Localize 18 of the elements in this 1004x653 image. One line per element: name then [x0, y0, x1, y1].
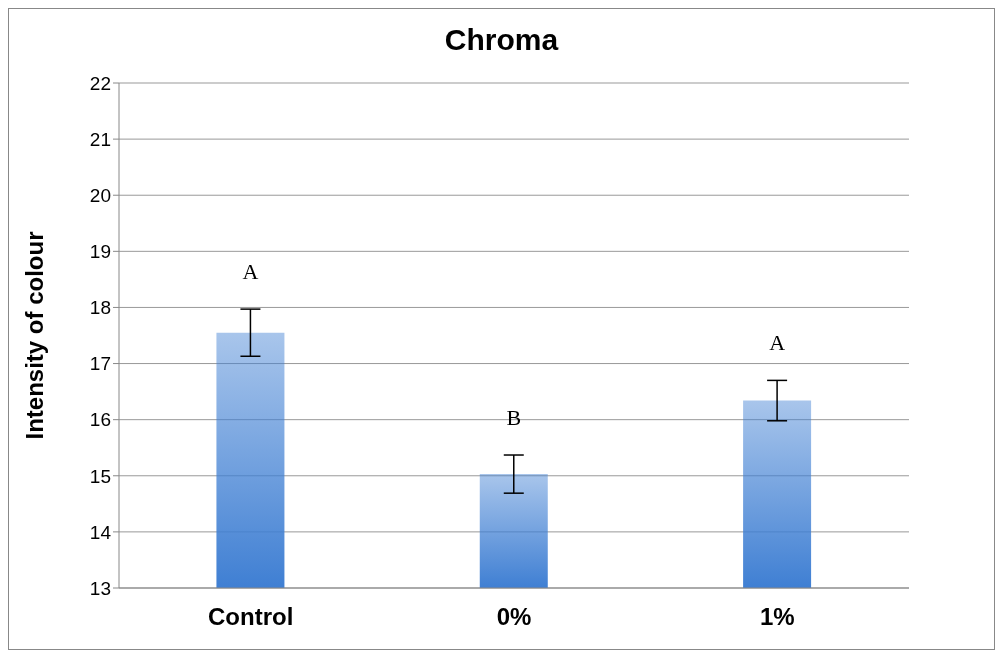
y-tick-label: 14 — [89, 521, 112, 543]
annotation: B — [506, 405, 522, 431]
y-tick-label: 13 — [89, 577, 111, 599]
x-tick-label: Control — [208, 603, 294, 631]
y-tick-label: 20 — [89, 184, 111, 206]
y-tick-label: 21 — [89, 128, 111, 150]
chart-title: Chroma — [443, 22, 560, 58]
y-tick-label: 18 — [89, 297, 111, 319]
y-tick-label: 16 — [89, 409, 111, 431]
annotation: A — [242, 259, 259, 285]
y-tick-label: 22 — [89, 72, 111, 94]
x-tick-label: 1% — [759, 603, 795, 631]
y-axis-title: Intensity of colour — [20, 231, 48, 440]
y-tick-label: 15 — [89, 465, 111, 487]
annotation: A — [769, 330, 786, 356]
x-tick-label: 0% — [496, 603, 532, 631]
y-tick-label: 17 — [89, 353, 111, 375]
y-tick-label: 19 — [89, 241, 111, 263]
